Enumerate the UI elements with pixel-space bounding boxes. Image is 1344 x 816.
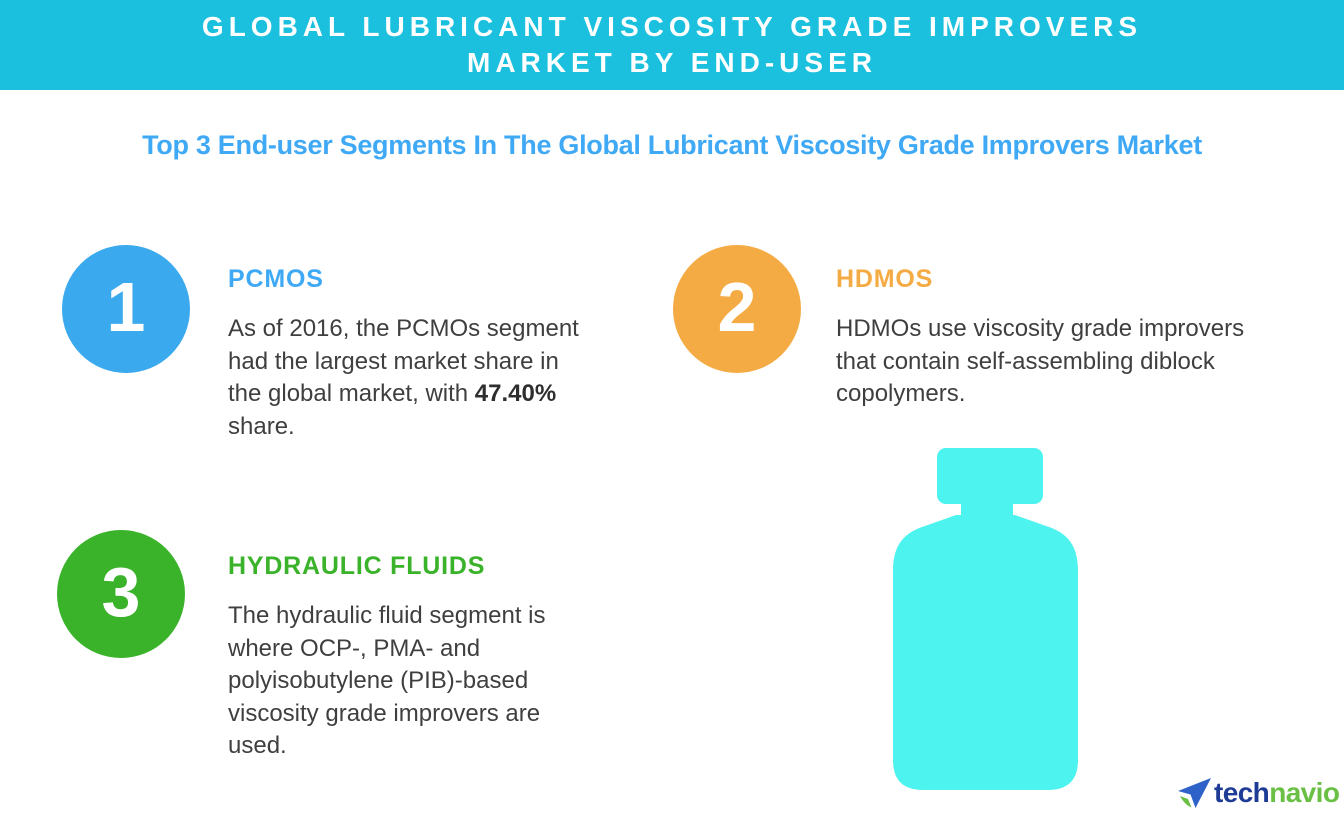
- section1-body-highlight: 47.40%: [474, 380, 557, 407]
- header-banner: GLOBAL LUBRICANT VISCOSITY GRADE IMPROVE…: [0, 0, 1344, 90]
- lubricant-bottle-icon: [893, 448, 1078, 790]
- section1-number: 1: [106, 268, 146, 346]
- section2-number-badge: 2: [673, 245, 801, 373]
- section3-content: HYDRAULIC FLUIDS The hydraulic fluid seg…: [228, 551, 574, 763]
- section2-heading: HDMOS: [836, 265, 934, 293]
- section3-body: The hydraulic fluid segment is where OCP…: [228, 602, 546, 759]
- section3-number-badge: 3: [57, 530, 185, 658]
- section1-body-suffix: share.: [228, 412, 295, 440]
- section3-number: 3: [101, 553, 141, 631]
- section1-body-prefix: As of 2016, the PCMOs segment had the la…: [228, 315, 579, 407]
- section2-body: HDMOs use viscosity grade improvers that…: [836, 315, 1245, 407]
- section1-content: PCMOS As of 2016, the PCMOs segment had …: [228, 264, 586, 443]
- logo-text-tech: tech: [1214, 777, 1270, 808]
- section2-content: HDMOS HDMOs use viscosity grade improver…: [836, 264, 1256, 411]
- section1-number-badge: 1: [62, 245, 190, 373]
- page-subtitle: Top 3 End-user Segments In The Global Lu…: [142, 130, 1202, 160]
- logo-text-navio: navio: [1269, 777, 1340, 808]
- page-title-line2: MARKET BY END-USER: [467, 47, 877, 78]
- logo-text: technavio: [1214, 777, 1340, 808]
- technavio-arrow-icon: [1178, 778, 1211, 808]
- technavio-logo: technavio: [1178, 777, 1340, 808]
- section2-number: 2: [717, 268, 757, 346]
- section1-heading: PCMOS: [228, 265, 324, 293]
- page-title-line1: GLOBAL LUBRICANT VISCOSITY GRADE IMPROVE…: [201, 11, 1143, 42]
- section1-body: As of 2016, the PCMOs segment had the la…: [228, 313, 586, 443]
- section3-heading: HYDRAULIC FLUIDS: [228, 552, 486, 580]
